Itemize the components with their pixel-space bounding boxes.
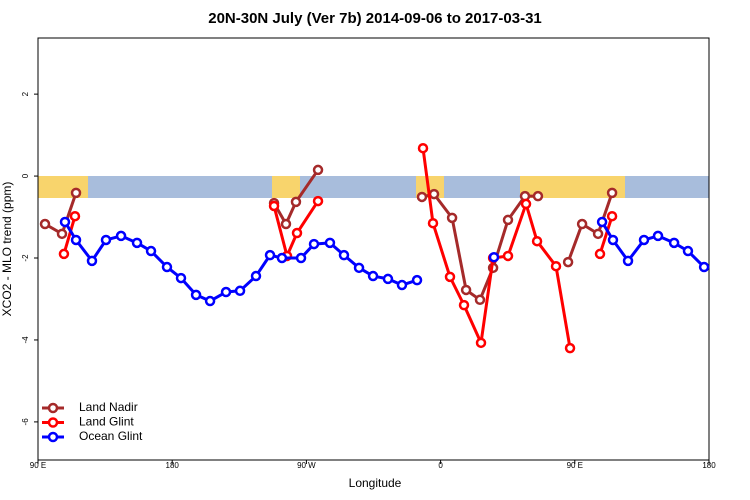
- data-point: [58, 248, 70, 260]
- data-point: [276, 252, 288, 264]
- data-point: [475, 337, 487, 349]
- data-point: [698, 261, 710, 273]
- x-tick-label: 180: [702, 461, 716, 470]
- data-point: [416, 191, 428, 203]
- legend-label: Ocean Glint: [79, 429, 143, 443]
- data-point: [280, 218, 292, 230]
- x-tick-label: 0: [438, 461, 443, 470]
- y-tick-label: 2: [21, 91, 30, 96]
- plot-frame: [37, 37, 710, 461]
- data-point: [220, 286, 232, 298]
- data-point: [204, 295, 216, 307]
- legend-marker: [47, 402, 59, 414]
- legend-label: Land Glint: [79, 415, 134, 429]
- data-point: [594, 248, 606, 260]
- data-point: [562, 256, 574, 268]
- data-point: [290, 196, 302, 208]
- data-point: [446, 212, 458, 224]
- data-point: [576, 218, 588, 230]
- data-point: [308, 238, 320, 250]
- data-point: [444, 271, 456, 283]
- data-point: [86, 255, 98, 267]
- data-point: [592, 228, 604, 240]
- data-point: [396, 279, 408, 291]
- data-point: [622, 255, 634, 267]
- data-point: [250, 270, 262, 282]
- data-point: [69, 210, 81, 222]
- legend-marker: [47, 431, 59, 443]
- data-point: [606, 210, 618, 222]
- y-tick-label: -2: [21, 254, 30, 262]
- data-point: [338, 249, 350, 261]
- data-point: [652, 230, 664, 242]
- data-point: [520, 198, 532, 210]
- data-point: [427, 217, 439, 229]
- data-point: [367, 270, 379, 282]
- x-tick-label: 180: [166, 461, 180, 470]
- data-point: [550, 260, 562, 272]
- data-point: [596, 216, 608, 228]
- x-tick-label: 90 E: [30, 461, 46, 470]
- y-tick-label: -6: [21, 418, 30, 426]
- data-point: [428, 188, 440, 200]
- series-line: [62, 148, 614, 349]
- data-point: [39, 218, 51, 230]
- data-point: [70, 187, 82, 199]
- data-point: [353, 262, 365, 274]
- series-line: [63, 221, 706, 303]
- data-point: [488, 251, 500, 263]
- data-point: [460, 284, 472, 296]
- data-point: [638, 234, 650, 246]
- land-band: [520, 176, 625, 198]
- data-point: [115, 230, 127, 242]
- data-point: [607, 234, 619, 246]
- y-tick-label: -4: [21, 336, 30, 344]
- x-axis-label: Longitude: [349, 476, 402, 490]
- data-point: [411, 274, 423, 286]
- chart-title: 20N-30N July (Ver 7b) 2014-09-06 to 2017…: [208, 10, 542, 27]
- data-point: [502, 214, 514, 226]
- data-point: [161, 261, 173, 273]
- data-point: [417, 142, 429, 154]
- data-point: [190, 289, 202, 301]
- y-tick-label: 0: [21, 173, 30, 178]
- data-point: [606, 187, 618, 199]
- data-point: [382, 273, 394, 285]
- data-point: [502, 250, 514, 262]
- data-point: [145, 245, 157, 257]
- data-point: [682, 245, 694, 257]
- data-point: [175, 272, 187, 284]
- data-point: [458, 299, 470, 311]
- data-point: [324, 237, 336, 249]
- x-tick-label: 90 W: [297, 461, 316, 470]
- data-point: [264, 249, 276, 261]
- data-point: [291, 227, 303, 239]
- data-point: [295, 252, 307, 264]
- data-point: [100, 234, 112, 246]
- land-band: [272, 176, 300, 198]
- legend-label: Land Nadir: [79, 400, 138, 414]
- legend-marker: [47, 417, 59, 428]
- data-point: [474, 294, 486, 306]
- x-tick-label: 90 E: [567, 461, 583, 470]
- data-point: [59, 216, 71, 228]
- data-point: [234, 285, 246, 297]
- data-point: [532, 190, 544, 202]
- data-point: [268, 200, 280, 212]
- data-point: [668, 237, 680, 249]
- y-axis-label: XCO2 - MLO trend (ppm): [0, 182, 14, 317]
- data-point: [564, 342, 576, 354]
- data-point: [312, 164, 324, 176]
- data-point: [531, 235, 543, 247]
- data-point: [56, 228, 68, 240]
- data-point: [131, 237, 143, 249]
- data-point: [70, 234, 82, 246]
- data-point: [312, 195, 324, 207]
